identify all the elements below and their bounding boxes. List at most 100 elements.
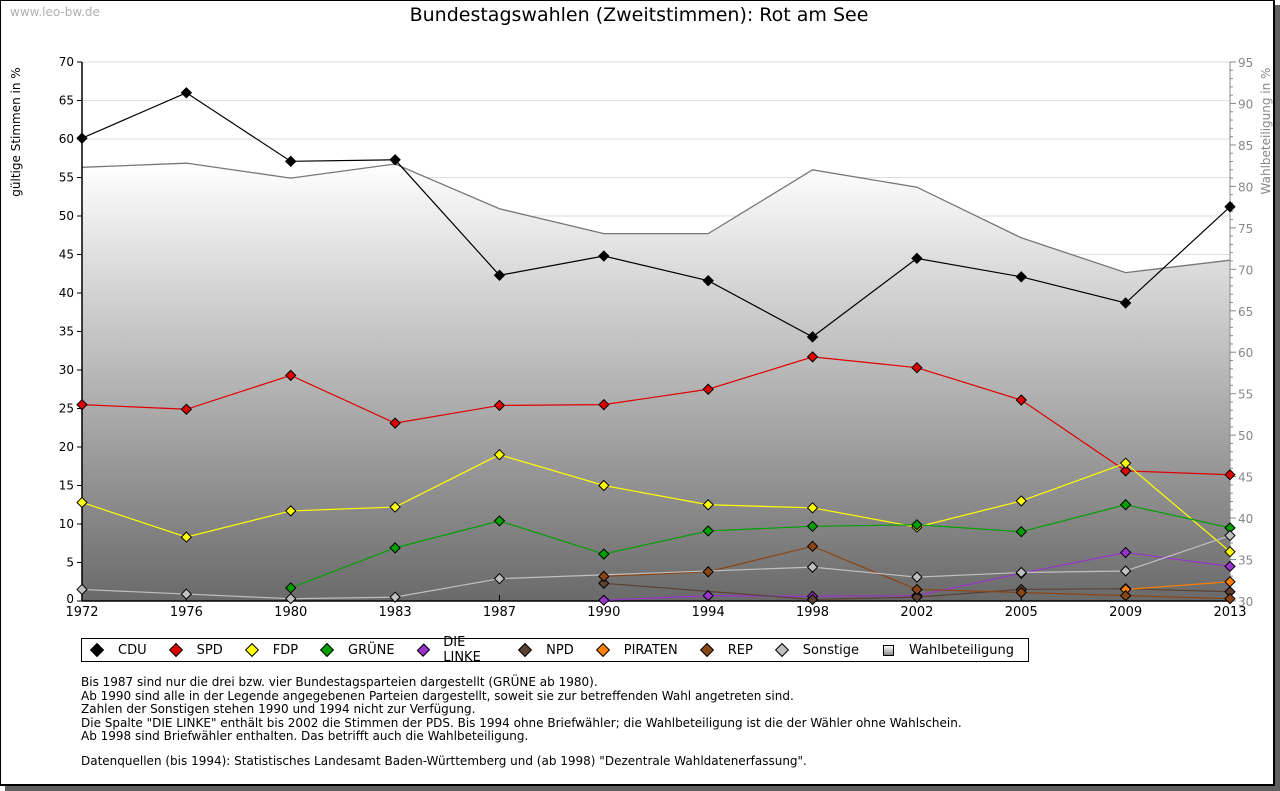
data-point-spd xyxy=(493,399,506,412)
legend-item: Wahlbeteiligung xyxy=(882,643,1014,658)
data-point-rep xyxy=(1224,592,1236,605)
data-point-cdu xyxy=(180,87,193,99)
data-point-rep xyxy=(1015,586,1027,599)
y-tick-label-left: 50 xyxy=(59,209,74,223)
data-point-cdu xyxy=(806,331,819,343)
y-tick-label-right: 95 xyxy=(1238,56,1253,70)
data-point-npd xyxy=(598,577,610,589)
x-tick-label: 1972 xyxy=(65,605,98,620)
legend-label: PIRATEN xyxy=(623,642,678,658)
data-point-fdp xyxy=(1224,546,1236,558)
data-point-grüne xyxy=(493,515,506,527)
footnote: Zahlen der Sonstigen stehen 1990 und 199… xyxy=(81,702,476,716)
data-point-grüne xyxy=(911,519,923,531)
data-point-sonstige xyxy=(1224,529,1236,542)
legend-item: FDP xyxy=(244,643,298,658)
legend-diamond-icon xyxy=(319,642,335,658)
y-tick-label-right: 80 xyxy=(1238,180,1253,194)
data-point-spd xyxy=(911,361,923,374)
legend-diamond-icon xyxy=(774,642,789,658)
legend-label: SPD xyxy=(196,642,223,658)
y-tick-label-left: 45 xyxy=(59,248,74,262)
x-tick-label: 1976 xyxy=(170,605,203,620)
data-point-rep xyxy=(702,566,714,578)
data-point-cdu xyxy=(1015,271,1027,283)
y-tick-label-right: 60 xyxy=(1238,346,1253,360)
legend-item: PIRATEN xyxy=(595,642,678,658)
data-point-fdp xyxy=(598,479,610,492)
x-tick-label: 2005 xyxy=(1005,605,1038,620)
data-point-spd xyxy=(389,417,401,429)
legend-item: DIE LINKE xyxy=(416,635,497,665)
y-tick-label-left: 10 xyxy=(59,517,74,531)
legend-label: CDU xyxy=(118,642,147,658)
legend-item: CDU xyxy=(89,642,147,658)
data-point-cdu xyxy=(493,269,506,281)
legend: CDU SPD FDP GRÜNE DIE LINKE NPD PIRATEN REP Sons… xyxy=(81,635,1029,665)
y-tick-label-left: 65 xyxy=(59,94,74,108)
data-point-grüne xyxy=(598,548,610,560)
footnote: Ab 1998 sind Briefwähler enthalten. Das … xyxy=(81,729,529,743)
series-line-fdp xyxy=(81,454,1231,553)
data-point-fdp xyxy=(493,448,506,461)
y-tick-label-left: 0 xyxy=(66,592,74,606)
legend-diamond-icon xyxy=(699,642,714,658)
data-point-grüne xyxy=(1015,525,1027,538)
y-tick-label-left: 30 xyxy=(59,363,74,377)
data-point-spd xyxy=(1224,469,1236,481)
data-point-sonstige xyxy=(180,588,193,600)
y-tick-label-left: 60 xyxy=(59,132,74,146)
x-tick-label: 2002 xyxy=(900,605,933,620)
data-point-fdp xyxy=(180,531,193,543)
y-tick-label-left: 35 xyxy=(59,325,74,339)
legend-diamond-icon xyxy=(89,642,105,658)
data-point-sonstige xyxy=(806,561,819,573)
data-point-rep xyxy=(1119,589,1132,602)
footnote: Bis 1987 sind nur die drei bzw. vier Bun… xyxy=(81,675,598,689)
turnout-line xyxy=(81,162,1231,274)
data-point-sonstige xyxy=(493,572,506,585)
y-tick-label-left: 25 xyxy=(59,402,74,416)
data-point-cdu xyxy=(1119,297,1132,309)
data-point-spd xyxy=(1015,394,1027,406)
data-point-rep xyxy=(806,540,819,553)
legend-item: Sonstige xyxy=(774,642,859,658)
turnout-area-fill xyxy=(82,163,1230,602)
legend-label: Sonstige xyxy=(802,642,859,658)
y-tick-label-right: 40 xyxy=(1238,512,1253,526)
data-point-die-linke xyxy=(702,589,714,602)
data-point-grüne xyxy=(1119,499,1132,511)
y-tick-label-left: 70 xyxy=(59,55,74,69)
y-tick-label-right: 35 xyxy=(1238,554,1253,568)
series-line-piraten xyxy=(1125,581,1231,591)
footnotes: Bis 1987 sind nur die drei bzw. vier Bun… xyxy=(81,675,962,744)
footnote: Ab 1990 sind alle in der Legende angegeb… xyxy=(81,688,794,703)
y-tick-label-left: 55 xyxy=(59,171,74,185)
legend-diamond-icon xyxy=(416,643,430,657)
x-tick-label: 1980 xyxy=(274,605,307,620)
data-point-cdu xyxy=(702,274,714,287)
series-line-spd xyxy=(81,356,1231,476)
data-point-die-linke xyxy=(1119,546,1132,559)
data-point-cdu xyxy=(285,155,297,168)
axes: 0 5 10 15 20 25 30 35 40 45 50 55 60 65 70 30 35 40 45 50 55… xyxy=(59,55,1254,609)
legend-diamond-icon xyxy=(518,642,533,658)
x-tick-label: 1998 xyxy=(796,605,829,620)
data-point-grüne xyxy=(389,542,401,554)
data-point-cdu xyxy=(598,250,610,262)
x-tick-label: 2013 xyxy=(1213,605,1246,620)
legend-diamond-icon xyxy=(168,642,183,658)
legend-label: NPD xyxy=(546,642,574,658)
data-point-fdp xyxy=(285,505,297,517)
data-point-sonstige xyxy=(76,583,88,596)
chart-title: Bundestagswahlen (Zweitstimmen): Rot am … xyxy=(409,4,869,26)
data-point-fdp xyxy=(806,502,819,514)
data-point-cdu xyxy=(76,132,88,144)
data-point-die-linke xyxy=(1224,560,1236,573)
data-point-sonstige xyxy=(1015,566,1027,579)
y-tick-label-right: 30 xyxy=(1238,595,1253,609)
turnout-area xyxy=(81,162,1231,602)
data-point-sonstige xyxy=(911,571,923,583)
y-tick-label-right: 45 xyxy=(1238,471,1253,485)
data-point-cdu xyxy=(911,252,923,265)
